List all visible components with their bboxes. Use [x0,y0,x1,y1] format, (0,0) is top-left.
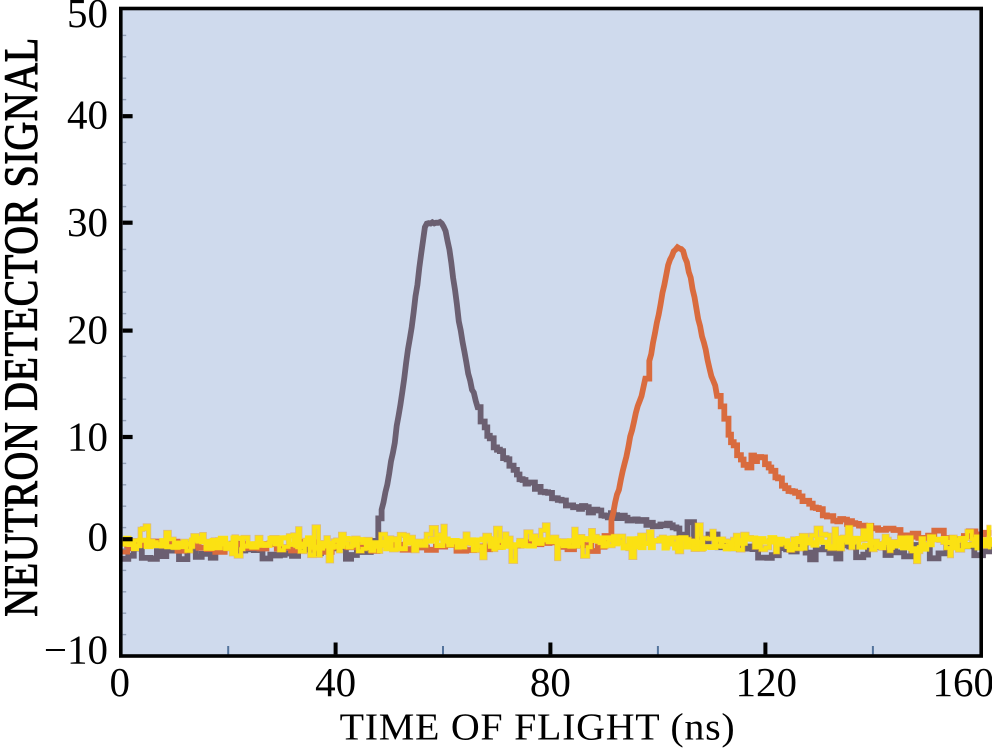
svg-text:−10: −10 [44,626,108,672]
svg-text:NEUTRON DETECTOR SIGNAL: NEUTRON DETECTOR SIGNAL [0,37,48,617]
svg-text:20: 20 [67,306,108,352]
svg-text:TIME OF FLIGHT (ns): TIME OF FLIGHT (ns) [340,707,736,748]
svg-text:40: 40 [67,92,108,138]
svg-text:160: 160 [933,659,992,705]
svg-text:40: 40 [315,659,356,705]
svg-text:120: 120 [736,659,798,705]
svg-text:0: 0 [88,513,109,559]
svg-text:0: 0 [109,659,130,705]
svg-text:10: 10 [67,413,108,459]
svg-text:50: 50 [67,0,108,36]
svg-text:30: 30 [67,199,108,245]
svg-text:80: 80 [530,659,571,705]
